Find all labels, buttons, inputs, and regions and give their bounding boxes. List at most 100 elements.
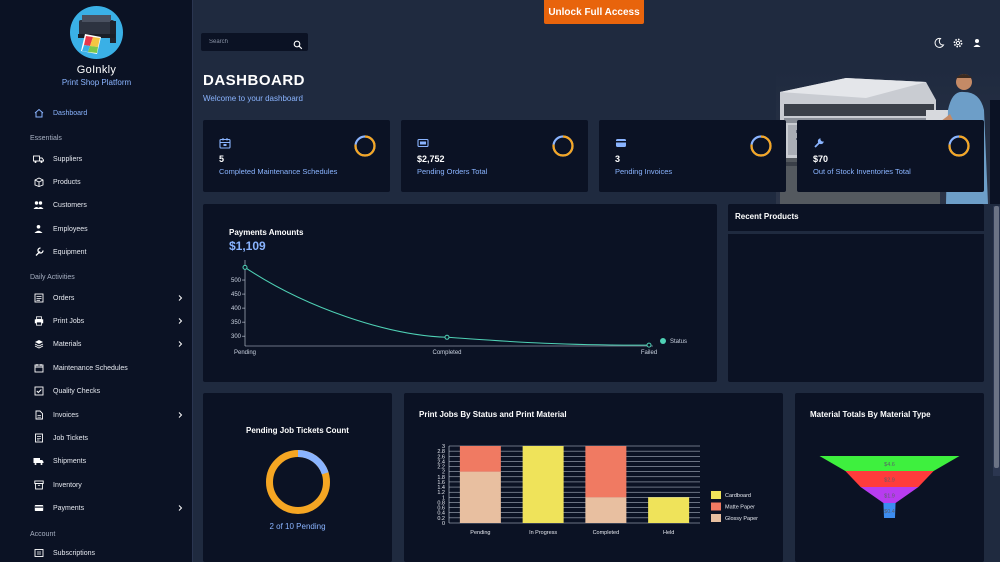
sidebar: GoInkly Print Shop Platform Dashboard Es…: [0, 0, 193, 562]
chevron-right-icon: [176, 504, 184, 512]
app-name: GoInkly: [76, 64, 117, 76]
recent-products-panel: Recent Products: [728, 204, 984, 382]
sidebar-item-label: Suppliers: [53, 155, 83, 163]
y-tick-label: 1.6: [437, 480, 445, 486]
y-tick-label: 2.6: [437, 454, 445, 460]
calendar-icon: [219, 136, 231, 149]
legend-marker: [660, 338, 666, 344]
pending-tickets-panel: Pending Job Tickets Count 2 of 10 Pendin…: [203, 393, 392, 562]
scrollbar-thumb[interactable]: [994, 206, 999, 468]
sidebar-item-subscriptions[interactable]: Subscriptions: [0, 543, 192, 562]
wrench-icon: [813, 136, 825, 148]
gear-icon[interactable]: [952, 36, 964, 48]
funnel-segment: [819, 456, 960, 471]
data-point: [646, 342, 652, 348]
sidebar-item-payments[interactable]: Payments: [0, 498, 192, 518]
payments-total: $1,109: [229, 239, 266, 253]
sidebar-item-materials[interactable]: Materials: [0, 334, 192, 354]
stat-card-out-of-stock[interactable]: $70 Out of Stock Inventories Total: [797, 120, 984, 192]
stat-value: $2,752: [417, 154, 445, 164]
sidebar-item-job-tickets[interactable]: Job Tickets: [0, 428, 192, 448]
sidebar-item-label: Products: [53, 178, 81, 186]
sidebar-item-suppliers[interactable]: Suppliers: [0, 149, 192, 169]
wrench-icon: [33, 247, 44, 258]
dark-mode-icon[interactable]: [933, 36, 945, 48]
sidebar-item-customers[interactable]: Customers: [0, 195, 192, 215]
print-jobs-panel: Print Jobs By Status and Print Material …: [404, 393, 783, 562]
funnel-label: $0.4: [884, 509, 895, 515]
stat-label: Pending Orders Total: [417, 167, 488, 176]
stat-label: Out of Stock Inventories Total: [813, 167, 911, 176]
sidebar-item-orders[interactable]: Orders: [0, 288, 192, 308]
bar-segment: [522, 446, 564, 523]
sidebar-item-maintenance-schedules[interactable]: Maintenance Schedules: [0, 358, 192, 378]
x-tick-label: In Progress: [529, 530, 557, 536]
legend-swatch: [711, 514, 721, 522]
y-tick-label: 400: [231, 306, 242, 312]
sidebar-item-label: Payments: [53, 504, 85, 512]
stat-label: Pending Invoices: [615, 167, 673, 176]
sidebar-item-label: Equipment: [53, 248, 87, 256]
search-icon[interactable]: [293, 37, 303, 50]
legend-label: Glossy Paper: [725, 516, 758, 522]
x-tick-label: Pending: [234, 350, 256, 356]
bar-segment: [459, 446, 501, 472]
truck-icon: [33, 154, 44, 165]
recent-products-title: Recent Products: [735, 212, 799, 221]
chevron-right-icon: [176, 317, 184, 325]
user-group-icon: [33, 224, 44, 235]
stat-label: Completed Maintenance Schedules: [219, 167, 338, 176]
unlock-full-access-button[interactable]: Unlock Full Access: [544, 0, 644, 24]
search-input[interactable]: [201, 33, 289, 51]
print-jobs-title: Print Jobs By Status and Print Material: [419, 410, 567, 419]
money-icon: [417, 136, 429, 148]
ticket-icon: [33, 433, 44, 444]
material-totals-panel: Material Totals By Material Type $4.6 $2.…: [795, 393, 984, 562]
y-tick-label: 0: [442, 521, 445, 527]
tickets-donut-chart: [266, 450, 330, 514]
progress-ring: [948, 135, 970, 157]
sidebar-item-print-jobs[interactable]: Print Jobs: [0, 311, 192, 331]
chevron-right-icon: [176, 340, 184, 348]
y-tick-label: 2.4: [437, 459, 445, 465]
check-square-icon: [33, 386, 44, 397]
bar-segment: [585, 497, 627, 523]
chevron-right-icon: [176, 294, 184, 302]
home-icon: [33, 108, 44, 119]
y-tick-label: 1.8: [437, 475, 445, 481]
sidebar-item-products[interactable]: Products: [0, 172, 192, 192]
payments-title: Payments Amounts: [229, 228, 304, 237]
app-logo: [70, 6, 123, 59]
box-icon: [33, 177, 44, 188]
funnel-label: $4.6: [884, 462, 895, 468]
sidebar-item-label: Orders: [53, 294, 75, 302]
bar-segment: [459, 471, 501, 523]
y-tick-label: 450: [231, 292, 242, 298]
sidebar-item-shipments[interactable]: Shipments: [0, 451, 192, 471]
stat-card-pending-invoices[interactable]: 3 Pending Invoices: [599, 120, 786, 192]
y-tick-label: 0.6: [437, 506, 445, 512]
sidebar-item-employees[interactable]: Employees: [0, 219, 192, 239]
stat-value: 3: [615, 154, 621, 164]
page-scrollbar[interactable]: [993, 206, 1000, 476]
stat-card-maintenance[interactable]: 5 Completed Maintenance Schedules: [203, 120, 390, 192]
user-profile-icon[interactable]: [971, 36, 983, 48]
sidebar-item-inventory[interactable]: Inventory: [0, 475, 192, 495]
panel-divider: [728, 231, 984, 234]
progress-ring: [354, 135, 376, 157]
x-tick-label: Completed: [593, 530, 620, 536]
y-tick-label: 1: [442, 495, 445, 501]
sidebar-item-equipment[interactable]: Equipment: [0, 242, 192, 262]
x-tick-label: Completed: [432, 350, 461, 356]
progress-ring: [750, 135, 772, 157]
tickets-caption: 2 of 10 Pending: [269, 522, 326, 531]
stat-card-pending-orders[interactable]: $2,752 Pending Orders Total: [401, 120, 588, 192]
bar-segment: [585, 446, 627, 498]
page-title: DASHBOARD: [203, 72, 305, 89]
sidebar-item-quality-checks[interactable]: Quality Checks: [0, 381, 192, 401]
sidebar-item-invoices[interactable]: Invoices: [0, 405, 192, 425]
sidebar-item-dashboard[interactable]: Dashboard: [0, 103, 192, 123]
section-title-essentials: Essentials: [30, 135, 62, 142]
list-icon: [33, 293, 44, 304]
funnel-segment: [883, 503, 896, 518]
